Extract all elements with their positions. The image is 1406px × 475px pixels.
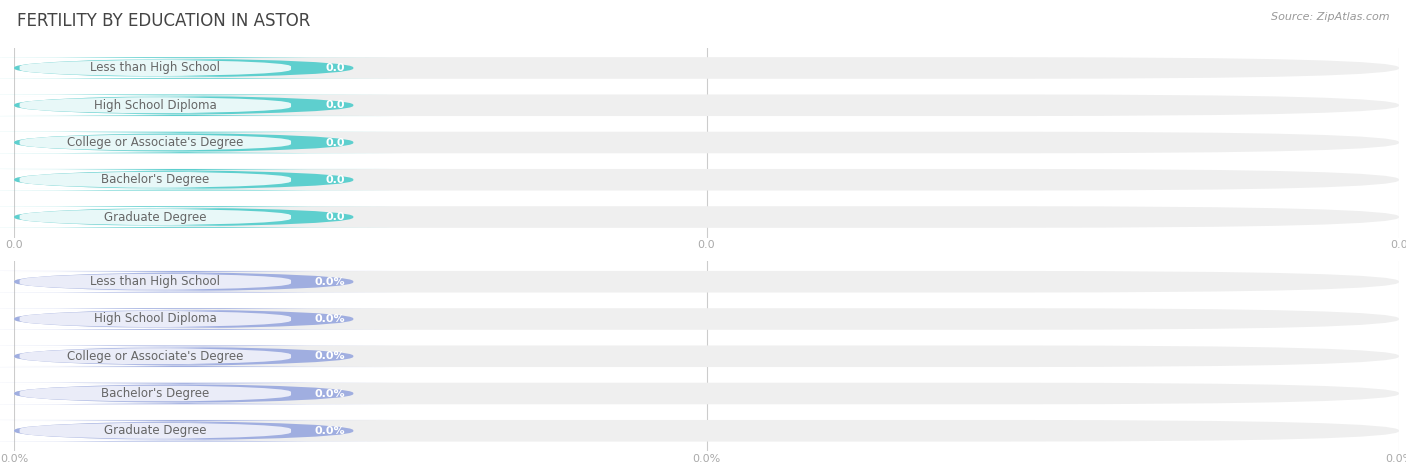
- Text: 0.0%: 0.0%: [315, 277, 344, 287]
- Text: FERTILITY BY EDUCATION IN ASTOR: FERTILITY BY EDUCATION IN ASTOR: [17, 12, 311, 30]
- FancyBboxPatch shape: [0, 345, 402, 367]
- FancyBboxPatch shape: [0, 169, 402, 190]
- FancyBboxPatch shape: [0, 95, 402, 116]
- FancyBboxPatch shape: [14, 308, 1399, 330]
- FancyBboxPatch shape: [14, 383, 1399, 404]
- FancyBboxPatch shape: [0, 206, 402, 228]
- Text: High School Diploma: High School Diploma: [94, 99, 217, 112]
- FancyBboxPatch shape: [14, 206, 1399, 228]
- Text: 0.0%: 0.0%: [315, 426, 344, 436]
- Text: 0.0%: 0.0%: [315, 314, 344, 324]
- FancyBboxPatch shape: [0, 132, 402, 153]
- FancyBboxPatch shape: [14, 273, 297, 291]
- Text: 0.0%: 0.0%: [315, 351, 344, 361]
- FancyBboxPatch shape: [14, 95, 1399, 116]
- Text: Graduate Degree: Graduate Degree: [104, 424, 207, 437]
- Text: 0.0%: 0.0%: [315, 389, 344, 399]
- FancyBboxPatch shape: [0, 420, 402, 442]
- FancyBboxPatch shape: [14, 59, 297, 77]
- FancyBboxPatch shape: [14, 171, 297, 189]
- Text: Less than High School: Less than High School: [90, 275, 221, 288]
- FancyBboxPatch shape: [14, 345, 1399, 367]
- FancyBboxPatch shape: [14, 385, 297, 402]
- Text: Less than High School: Less than High School: [90, 61, 221, 75]
- FancyBboxPatch shape: [14, 271, 1399, 293]
- Text: Bachelor's Degree: Bachelor's Degree: [101, 387, 209, 400]
- Text: Source: ZipAtlas.com: Source: ZipAtlas.com: [1271, 12, 1389, 22]
- Text: 0.0: 0.0: [326, 212, 344, 222]
- Text: High School Diploma: High School Diploma: [94, 313, 217, 325]
- Text: 0.0: 0.0: [326, 137, 344, 148]
- FancyBboxPatch shape: [0, 383, 402, 404]
- FancyBboxPatch shape: [14, 422, 297, 440]
- FancyBboxPatch shape: [14, 57, 1399, 79]
- FancyBboxPatch shape: [0, 271, 402, 293]
- FancyBboxPatch shape: [14, 169, 1399, 190]
- FancyBboxPatch shape: [14, 420, 1399, 442]
- Text: 0.0: 0.0: [326, 100, 344, 110]
- FancyBboxPatch shape: [0, 57, 402, 79]
- Text: 0.0: 0.0: [326, 175, 344, 185]
- FancyBboxPatch shape: [14, 96, 297, 114]
- Text: Bachelor's Degree: Bachelor's Degree: [101, 173, 209, 186]
- Text: 0.0: 0.0: [326, 63, 344, 73]
- FancyBboxPatch shape: [0, 308, 402, 330]
- FancyBboxPatch shape: [14, 208, 297, 226]
- FancyBboxPatch shape: [14, 133, 297, 152]
- FancyBboxPatch shape: [14, 347, 297, 365]
- Text: Graduate Degree: Graduate Degree: [104, 210, 207, 224]
- Text: College or Associate's Degree: College or Associate's Degree: [67, 350, 243, 363]
- FancyBboxPatch shape: [14, 132, 1399, 153]
- FancyBboxPatch shape: [14, 310, 297, 328]
- Text: College or Associate's Degree: College or Associate's Degree: [67, 136, 243, 149]
